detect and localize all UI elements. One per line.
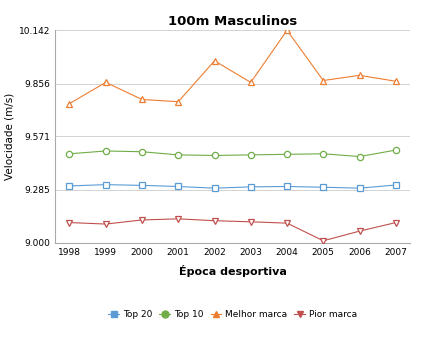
Title: 100m Masculinos: 100m Masculinos <box>168 15 297 28</box>
Y-axis label: Velocidade (m/s): Velocidade (m/s) <box>5 93 14 180</box>
X-axis label: Época desportiva: Época desportiva <box>179 265 287 277</box>
Legend: Top 20, Top 10, Melhor marca, Pior marca: Top 20, Top 10, Melhor marca, Pior marca <box>105 307 360 323</box>
